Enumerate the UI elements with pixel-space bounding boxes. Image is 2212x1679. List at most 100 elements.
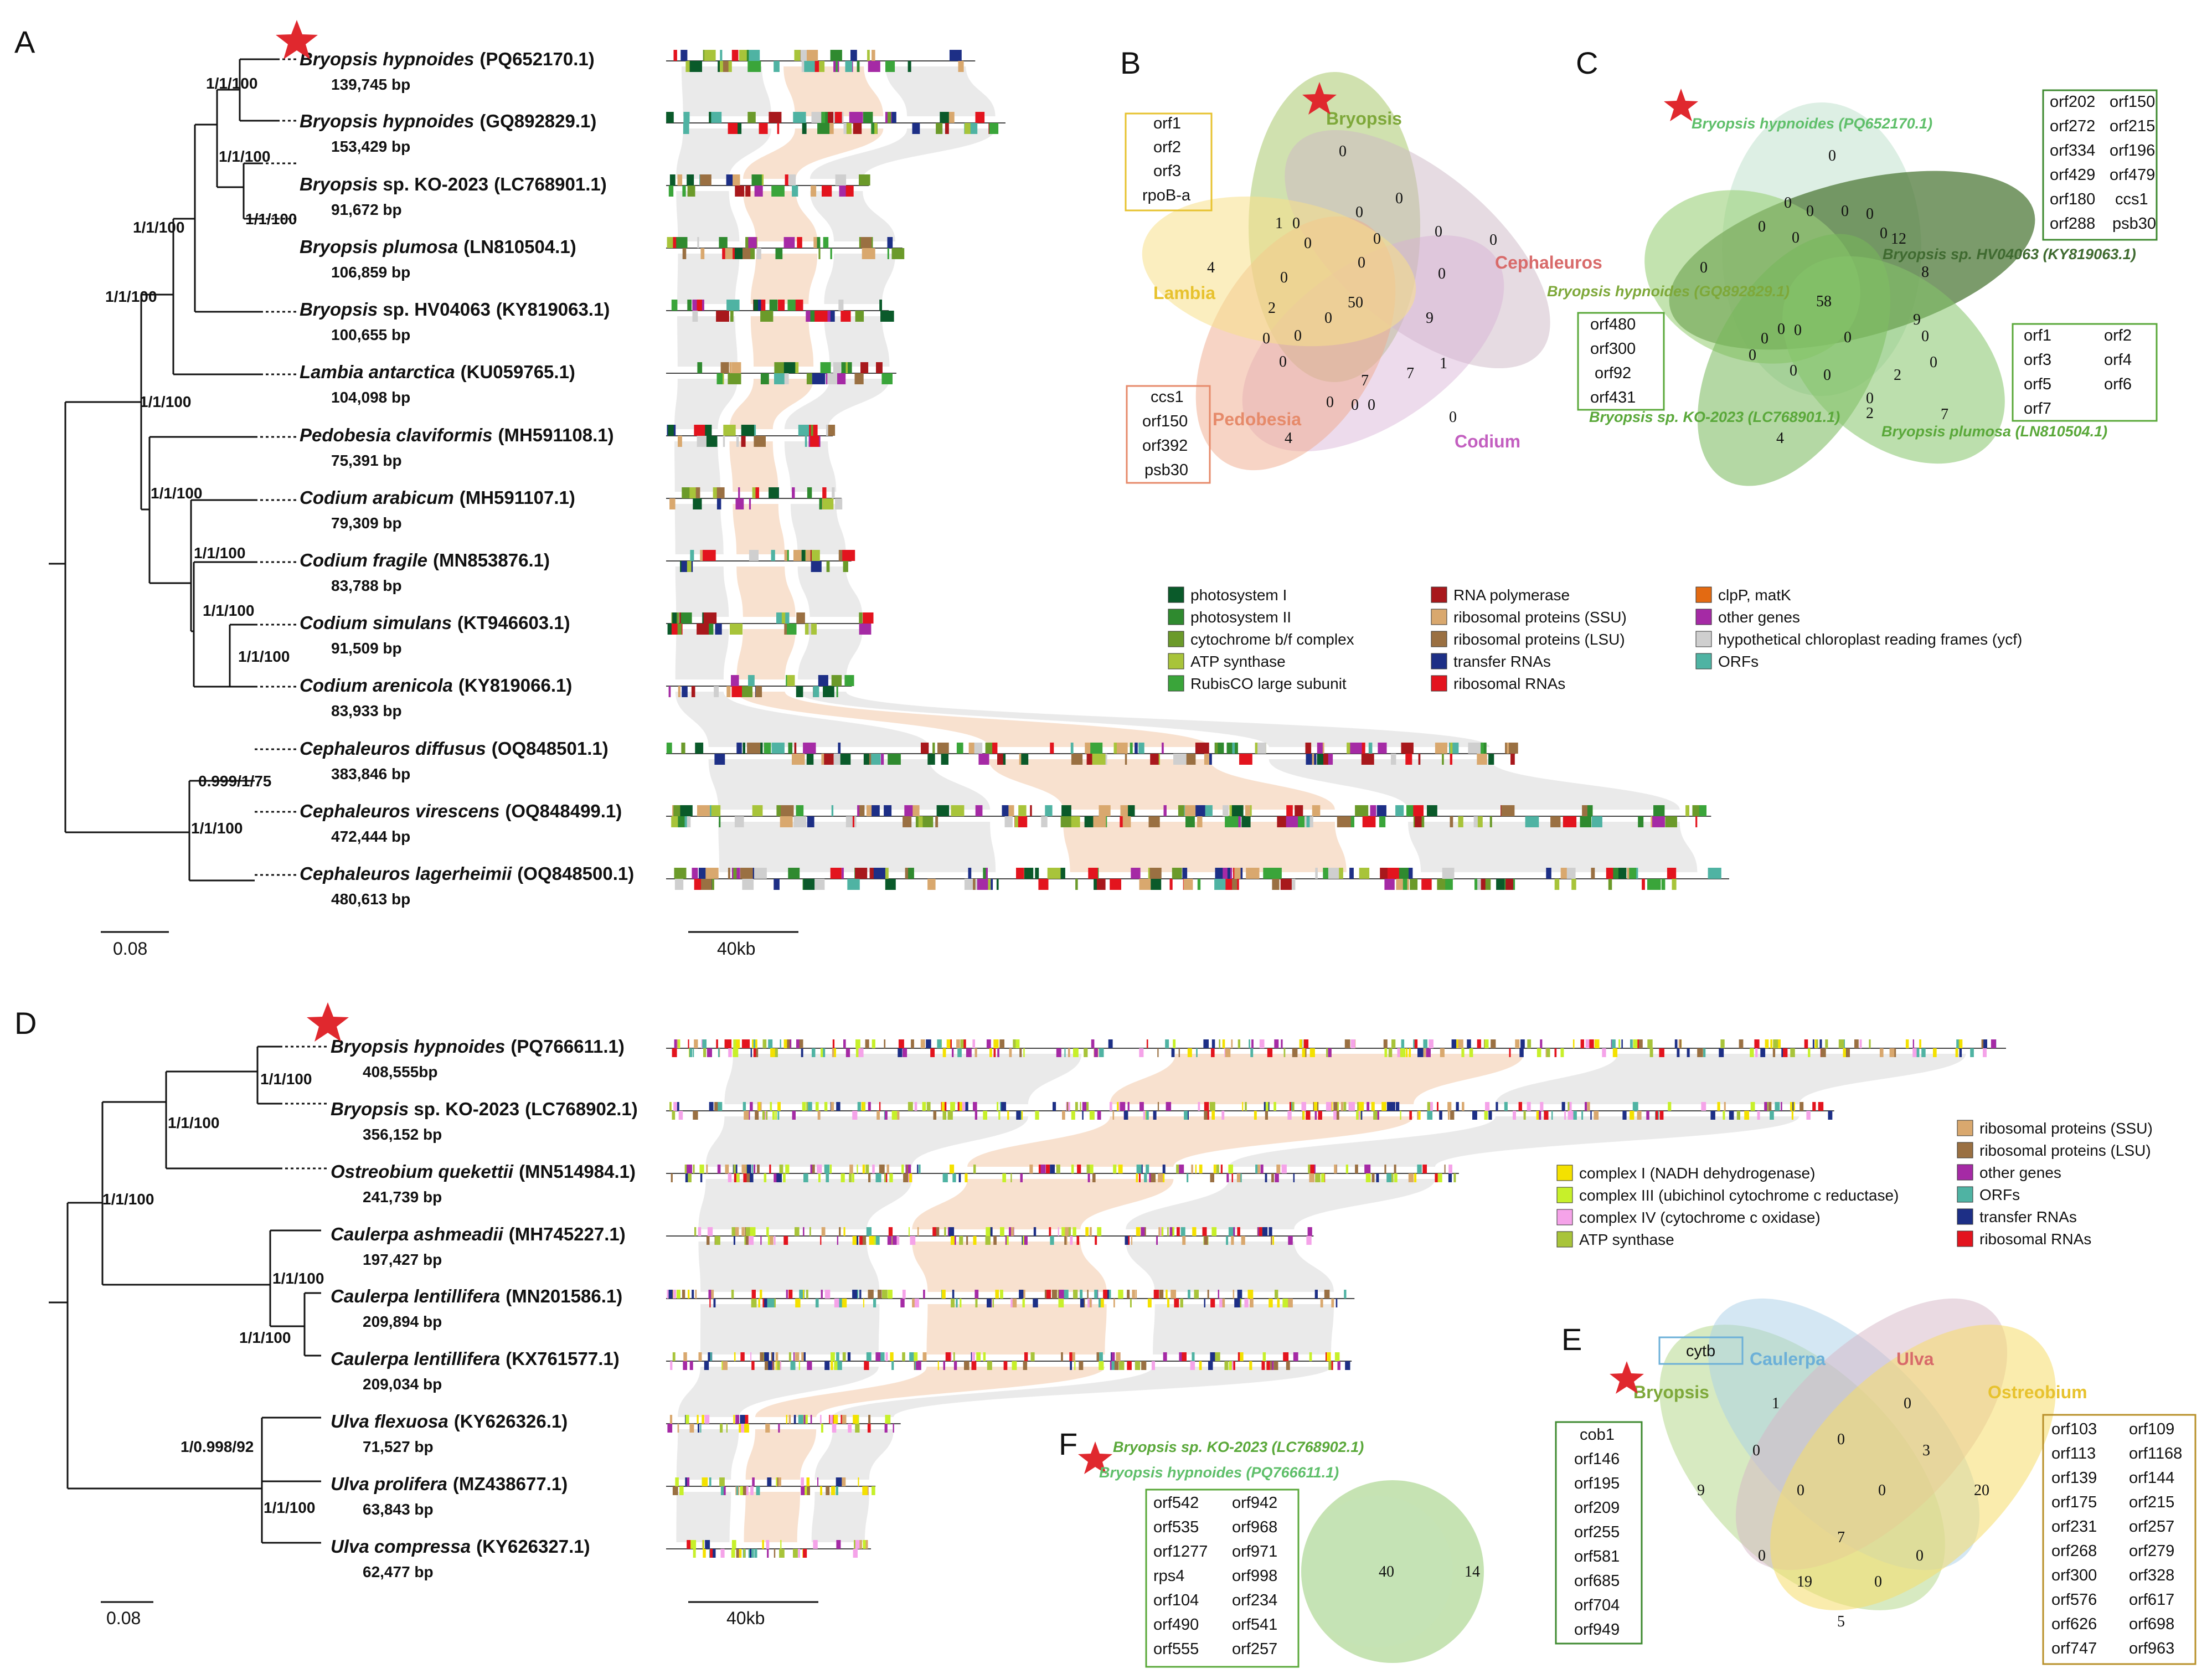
gene-block bbox=[1912, 1048, 1918, 1057]
gene-block bbox=[1095, 1236, 1097, 1245]
gene-block bbox=[975, 1299, 978, 1307]
gene-block bbox=[1074, 1361, 1076, 1370]
gene-block bbox=[903, 1173, 909, 1182]
svg-text:58: 58 bbox=[1816, 293, 1832, 310]
gene-block bbox=[1668, 1102, 1672, 1111]
svg-text:orf1: orf1 bbox=[1153, 115, 1181, 132]
gene-block bbox=[1649, 1048, 1653, 1057]
gene-block bbox=[726, 174, 733, 186]
gene-block bbox=[760, 311, 774, 322]
gene-block bbox=[1338, 868, 1343, 879]
taxon-label: Caulerpa lentillifera (KX761577.1) bbox=[331, 1348, 620, 1369]
gene-block bbox=[1350, 743, 1362, 754]
gene-block bbox=[1290, 1102, 1292, 1111]
synteny-link bbox=[790, 504, 846, 554]
gene-block bbox=[1245, 1102, 1247, 1111]
gene-block bbox=[946, 1039, 951, 1048]
gene-block bbox=[820, 1236, 822, 1245]
gene-block bbox=[1228, 1165, 1233, 1173]
gene-block bbox=[973, 1102, 977, 1111]
gene-block bbox=[1846, 1048, 1850, 1057]
gene-block bbox=[1587, 1102, 1590, 1111]
gene-block bbox=[1144, 1111, 1147, 1120]
taxon-label: Ulva prolifera (MZ438677.1) bbox=[331, 1474, 568, 1494]
gene-block bbox=[859, 174, 870, 186]
gene-block bbox=[692, 311, 698, 322]
gene-block bbox=[687, 1540, 691, 1549]
gene-block bbox=[801, 550, 806, 561]
gene-block bbox=[1905, 1039, 1909, 1048]
gene-block bbox=[1035, 868, 1039, 879]
gene-block bbox=[1427, 805, 1437, 816]
gene-block bbox=[1187, 1173, 1189, 1182]
gene-block bbox=[1088, 868, 1098, 879]
gene-block bbox=[778, 1477, 781, 1486]
gene-block bbox=[808, 1102, 812, 1111]
gene-block bbox=[667, 624, 672, 635]
svg-text:complex I (NADH dehydrogenase): complex I (NADH dehydrogenase) bbox=[1579, 1165, 1815, 1182]
gene-block bbox=[734, 1227, 739, 1236]
gene-block bbox=[1509, 1048, 1511, 1057]
gene-block bbox=[943, 1361, 945, 1370]
gene-block bbox=[1765, 1039, 1769, 1048]
gene-block bbox=[809, 1227, 811, 1236]
gene-block bbox=[1183, 879, 1193, 890]
gene-block bbox=[1326, 1102, 1332, 1111]
synteny-link bbox=[724, 1054, 1082, 1104]
gene-block bbox=[767, 1236, 770, 1245]
gene-block bbox=[865, 1165, 869, 1173]
gene-block bbox=[1120, 1102, 1126, 1111]
gene-block bbox=[1022, 1299, 1025, 1307]
gene-block bbox=[788, 743, 793, 754]
gene-block bbox=[968, 868, 972, 879]
gene-block bbox=[1288, 1299, 1293, 1307]
gene-block bbox=[1058, 1299, 1064, 1307]
svg-text:0: 0 bbox=[1916, 1547, 1924, 1564]
gene-block bbox=[1318, 1111, 1322, 1120]
venn-label-lambia: Lambia bbox=[1153, 283, 1215, 303]
gene-block bbox=[700, 248, 705, 259]
svg-text:0: 0 bbox=[1794, 322, 1802, 339]
support-label: 1/1/100 bbox=[219, 148, 270, 165]
gene-block bbox=[1270, 1361, 1273, 1370]
gene-block bbox=[1087, 1173, 1090, 1182]
gene-block bbox=[919, 1165, 921, 1173]
gene-block bbox=[807, 1486, 810, 1495]
gene-block bbox=[705, 1540, 710, 1549]
gene-block bbox=[876, 362, 883, 373]
gene-block bbox=[685, 1173, 688, 1182]
gene-block bbox=[771, 1352, 772, 1361]
gene-block bbox=[796, 686, 803, 697]
gene-block bbox=[1563, 816, 1577, 827]
gene-block bbox=[767, 1549, 769, 1558]
genome-size: 139,745 bp bbox=[331, 76, 410, 93]
gene-block bbox=[743, 1173, 747, 1182]
gene-block bbox=[1469, 1048, 1473, 1057]
legend-item: ribosomal RNAs bbox=[1431, 675, 1565, 692]
gene-block bbox=[1336, 1111, 1339, 1120]
gene-block bbox=[888, 754, 899, 765]
gene-block bbox=[1367, 1102, 1370, 1111]
gene-block bbox=[766, 1361, 772, 1370]
gene-block bbox=[1180, 1299, 1183, 1307]
gene-block bbox=[742, 686, 752, 697]
gene-block bbox=[1409, 1111, 1412, 1120]
support-label: 1/0.998/92 bbox=[181, 1438, 254, 1455]
gene-block bbox=[855, 1540, 860, 1549]
gene-block bbox=[1384, 1165, 1386, 1173]
gene-block bbox=[1368, 743, 1373, 754]
taxon-label: Ulva flexuosa (KY626326.1) bbox=[331, 1411, 568, 1431]
venn-label-c1: Bryopsis hypnoides (PQ652170.1) bbox=[1692, 115, 1932, 132]
gene-block bbox=[836, 1540, 841, 1549]
gene-block bbox=[957, 1102, 960, 1111]
gene-block bbox=[744, 1111, 749, 1120]
gene-block bbox=[736, 1039, 740, 1048]
gene-block bbox=[1667, 868, 1677, 879]
gene-block bbox=[836, 1102, 841, 1111]
gene-block bbox=[1221, 1111, 1225, 1120]
gene-block bbox=[1273, 1102, 1276, 1111]
gene-block bbox=[1092, 754, 1106, 765]
svg-text:ATP synthase: ATP synthase bbox=[1190, 653, 1286, 670]
gene-block bbox=[689, 1424, 694, 1433]
gene-block bbox=[902, 1290, 906, 1299]
